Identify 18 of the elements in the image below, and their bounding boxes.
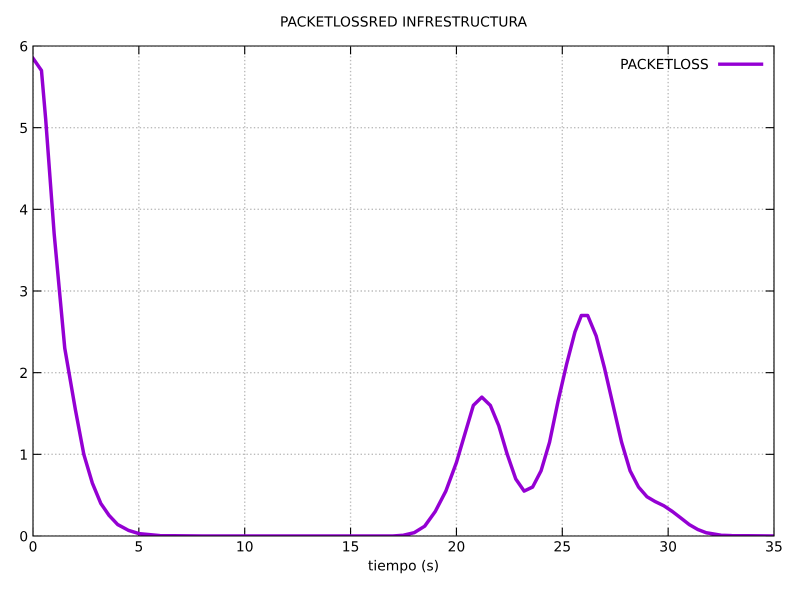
y-tick-label: 6: [20, 40, 28, 52]
x-axis-title: tiempo (s): [368, 560, 438, 574]
x-tick-label: 5: [136, 541, 142, 552]
x-tick-label: 25: [554, 541, 570, 552]
x-tick-label: 10: [237, 541, 253, 552]
y-tick-label: 0: [20, 530, 28, 542]
x-tick-label: 30: [660, 541, 676, 552]
x-tick-label: 0: [29, 541, 36, 552]
x-tick-label: 20: [448, 541, 464, 552]
x-tick-label: 35: [766, 541, 782, 552]
y-tick-label: 1: [20, 449, 27, 460]
y-tick-label: 2: [20, 368, 27, 378]
y-tick-label: 5: [20, 122, 27, 134]
x-tick-label: 15: [343, 541, 358, 552]
chart-title: PACKETLOSSRED INFRESTRUCTURA: [281, 16, 527, 27]
y-tick-label: 3: [20, 286, 28, 296]
y-tick-label: 4: [20, 204, 28, 215]
legend-label: PACKETLOSS: [621, 58, 708, 70]
